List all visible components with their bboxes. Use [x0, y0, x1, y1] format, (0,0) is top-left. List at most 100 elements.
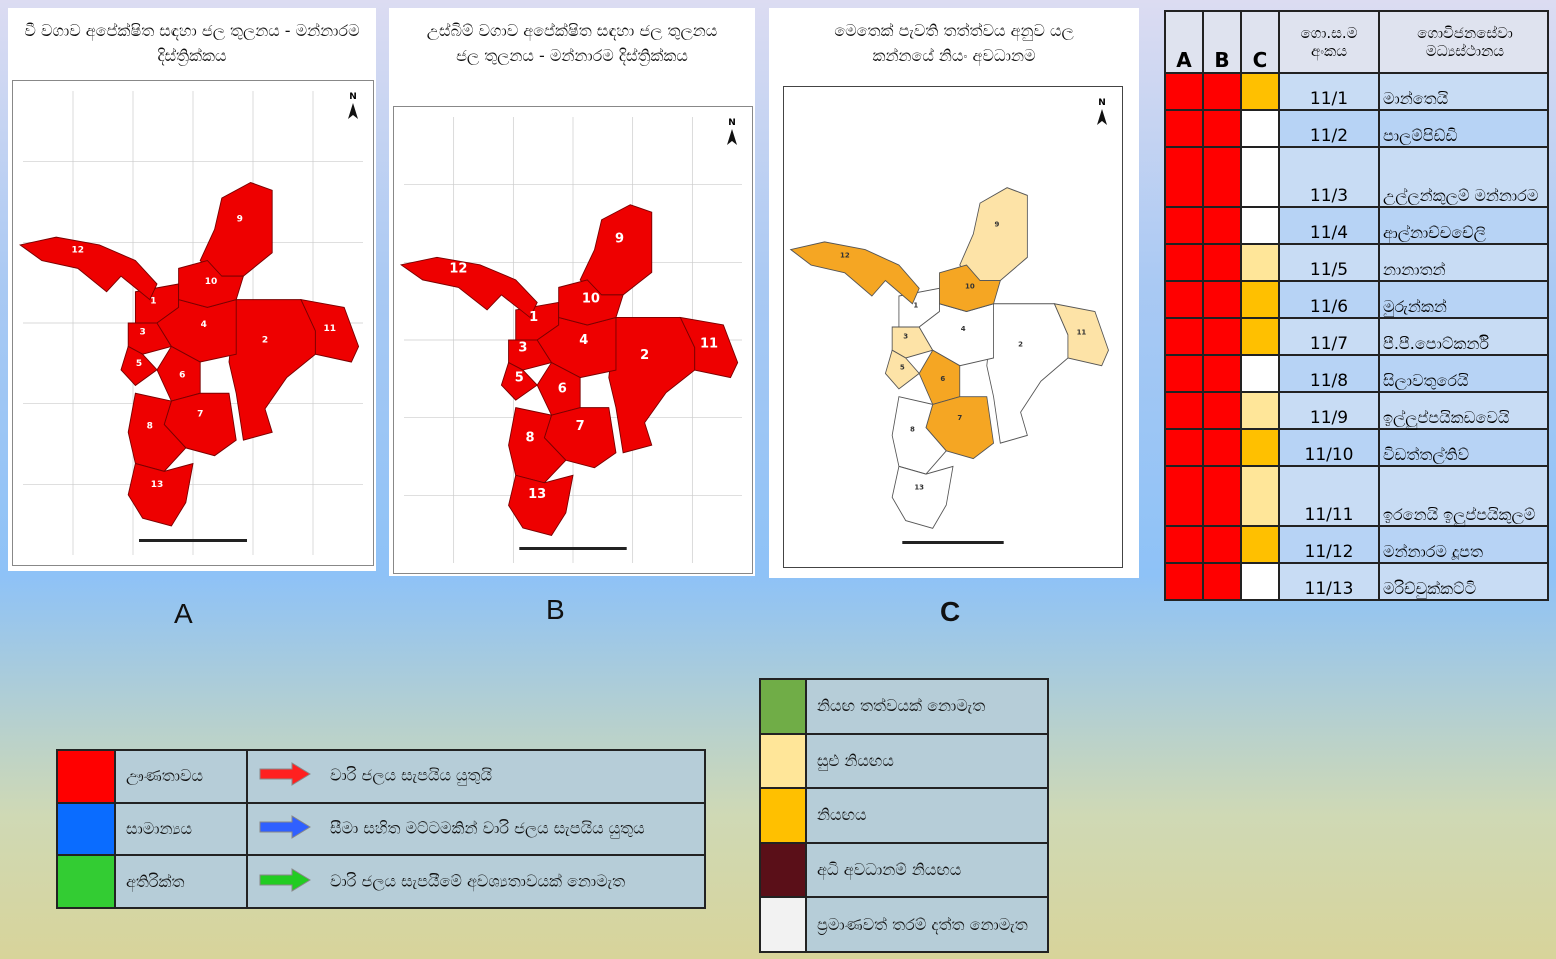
panel-letter-c: C: [940, 596, 961, 627]
region-label-13: 13: [914, 484, 924, 492]
table-row: 11/11 ඉරනෙයි ඉලුප්පයිකුලම්: [1164, 465, 1549, 527]
region-label-3: 3: [518, 340, 527, 355]
region-11: [679, 316, 739, 379]
water-balance-legend: ඌණතාවය වාරි ජලය සැපයිය යුතුයි සාමාන්‍යය ස…: [56, 749, 706, 909]
region-5: [500, 361, 538, 401]
region-label-4: 4: [201, 320, 207, 330]
region-8: [891, 396, 947, 475]
drought-risk-legend: නියඟ තත්වයක් නොමැත සුළු නියඟය නියඟය අධි අවධ…: [759, 678, 1049, 953]
region-label-6: 6: [940, 375, 945, 383]
gn-name: පාලම්පිඩ්ඩි: [1378, 109, 1549, 148]
region-12: [19, 236, 158, 301]
gn-number: 11/1: [1278, 72, 1380, 111]
legend-swatch: [56, 854, 116, 909]
region-label-1: 1: [529, 310, 538, 325]
gn-name: උල්ලන්කුලම් මන්නාරම: [1378, 146, 1549, 208]
cell-a: [1164, 206, 1204, 245]
region-label-13: 13: [528, 487, 546, 502]
region-6: [156, 345, 201, 402]
cell-a: [1164, 243, 1204, 282]
region-label-9: 9: [237, 215, 243, 225]
table-row: 11/8 සිලාවතුරෙයි: [1164, 354, 1549, 393]
scale-bar: [902, 541, 1004, 544]
gn-name: ඉරනෙයි ඉලුප්පයිකුලම්: [1378, 465, 1549, 527]
legend-label: අතිරික්ත: [114, 854, 248, 909]
header-number: ගො.ස.ම අංකය: [1278, 10, 1380, 74]
scale-bar: [519, 547, 627, 550]
cell-c: [1240, 243, 1280, 282]
north-arrow-label: N: [728, 118, 736, 128]
region-6: [918, 349, 961, 405]
gn-name: මන්නාරම දූපත: [1378, 525, 1549, 564]
gn-number: 11/12: [1278, 525, 1380, 564]
cell-a: [1164, 317, 1204, 356]
legend-row: සුළු නියඟය: [759, 732, 1049, 790]
legend-description-cell: වාරි ජලය සැපයිය යුතුයි: [247, 749, 706, 804]
table-row: 11/12 මන්නාරම දූපත: [1164, 525, 1549, 564]
legend-description: සීමා සහිත මට්ටමකින් වාරි ජලය සැපයිය යුතු…: [330, 818, 645, 838]
cell-b: [1202, 562, 1242, 601]
region-label-4: 4: [961, 325, 966, 333]
region-label-1: 1: [913, 302, 918, 310]
region-label-2: 2: [262, 336, 268, 346]
gn-name: මුරුන්කන්: [1378, 280, 1549, 319]
gn-number: 11/8: [1278, 354, 1380, 393]
legend-swatch: [56, 749, 116, 804]
legend-description-cell: සීමා සහිත මට්ටමකින් වාරි ජලය සැපයිය යුතු…: [247, 801, 706, 857]
cell-a: [1164, 391, 1204, 430]
region-13: [891, 465, 954, 529]
region-5: [884, 349, 920, 390]
gn-name: මරිච්චුක්කට්ටි: [1378, 562, 1549, 601]
gn-number: 11/2: [1278, 109, 1380, 148]
region-label-12: 12: [449, 261, 467, 276]
legend-swatch: [759, 841, 807, 899]
cell-c: [1240, 72, 1280, 111]
region-label-10: 10: [965, 282, 975, 290]
region-label-11: 11: [700, 337, 718, 352]
map-b-title: උස්බිම් වගාව අපේක්ෂිත සඳහා ජල තුලනය ජල ත…: [426, 21, 718, 65]
region-8: [508, 407, 567, 484]
legend-label: අධි අවධානම් නියඟය: [805, 841, 1049, 899]
region-label-2: 2: [640, 348, 649, 363]
cell-a: [1164, 354, 1204, 393]
region-3: [891, 326, 934, 359]
region-label-7: 7: [957, 414, 962, 422]
arrow-icon: [258, 761, 312, 791]
legend-row: නියඟ තත්වයක් නොමැත: [759, 678, 1049, 735]
legend-row: ඌණතාවය වාරි ජලය සැපයිය යුතුයි: [56, 749, 706, 804]
region-label-8: 8: [526, 430, 535, 445]
cell-b: [1202, 280, 1242, 319]
region-label-5: 5: [136, 359, 142, 369]
region-10: [178, 260, 245, 308]
header-c: C: [1240, 10, 1280, 74]
table-row: 11/2 පාලම්පිඩ්ඩි: [1164, 109, 1549, 148]
cell-a: [1164, 72, 1204, 111]
cell-c: [1240, 317, 1280, 356]
legend-label: ඌණතාවය: [114, 749, 248, 804]
cell-c: [1240, 525, 1280, 564]
cell-a: [1164, 428, 1204, 467]
gn-number: 11/6: [1278, 280, 1380, 319]
legend-label: සාමාන්‍යය: [114, 801, 248, 857]
region-13: [508, 474, 574, 536]
legend-swatch: [759, 732, 807, 790]
legend-label: නියඟය: [805, 787, 1049, 844]
header-a: A: [1164, 10, 1204, 74]
cell-c: [1240, 109, 1280, 148]
gn-name: පී.පී.පොට්කර්නි: [1378, 317, 1549, 356]
cell-b: [1202, 317, 1242, 356]
cell-b: [1202, 465, 1242, 527]
cell-c: [1240, 206, 1280, 245]
cell-b: [1202, 146, 1242, 208]
arrow-icon: [258, 867, 312, 897]
region-13: [127, 462, 194, 527]
gn-name: මාන්තෙයි: [1378, 72, 1549, 111]
gn-name: සිලාවතුරෙයි: [1378, 354, 1549, 393]
region-11: [300, 298, 360, 363]
cell-b: [1202, 243, 1242, 282]
region-label-9: 9: [615, 231, 624, 246]
legend-description: වාරි ජලය සැපයීමේ අවශ්‍යතාවයක් නොමැත: [330, 871, 626, 891]
map-a-frame: 1 2 3 4 5 6 7 8 9 10 11 12 13 N: [12, 80, 374, 566]
gn-division-table: A B C ගො.ස.ම අංකය ගොවිජනසේවා මධ්‍යස්ථානය…: [1164, 10, 1549, 601]
